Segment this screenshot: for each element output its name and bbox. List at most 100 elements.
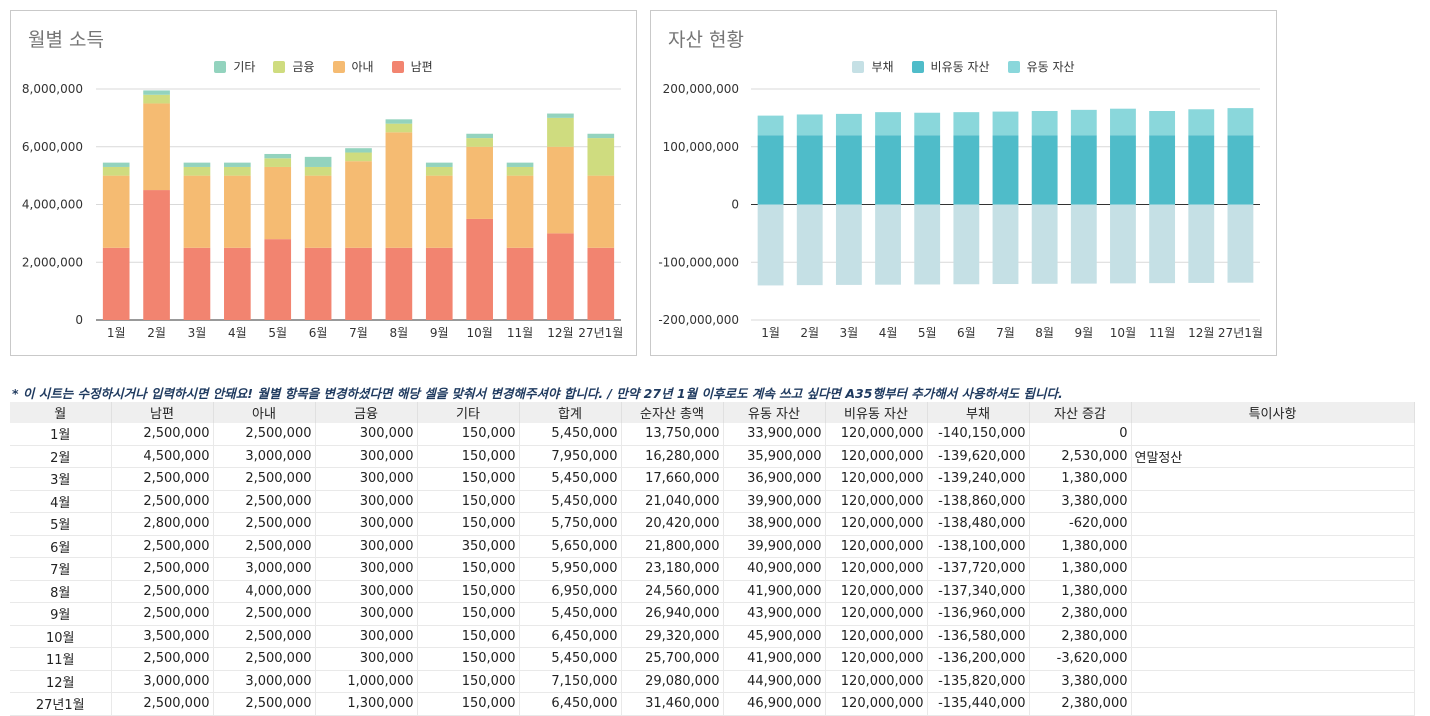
table-cell[interactable]: 3,000,000 [213,445,316,468]
bar-segment-1-5[interactable] [304,175,332,248]
table-cell[interactable]: -140,150,000 [927,423,1030,446]
bar-segment-3-5[interactable] [304,156,332,167]
table-cell[interactable]: 150,000 [417,467,520,491]
bar-segment-1-11[interactable] [1188,135,1215,205]
bar-segment-2-7[interactable] [1031,111,1058,136]
table-cell[interactable]: 3,000,000 [213,557,316,581]
bar-segment-1-5[interactable] [953,135,980,205]
bar-segment-0-6[interactable] [992,204,1019,285]
table-cell[interactable]: 4,500,000 [111,445,214,468]
bar-segment-1-11[interactable] [547,146,574,234]
table-cell[interactable]: -620,000 [1029,512,1132,536]
bar-segment-3-6[interactable] [345,148,372,153]
bar-segment-2-12[interactable] [587,138,615,176]
table-cell[interactable]: 5,650,000 [519,535,622,558]
table-cell[interactable]: 39,900,000 [723,535,826,558]
table-cell[interactable]: 120,000,000 [825,512,928,536]
bar-segment-0-5[interactable] [304,247,332,320]
table-cell[interactable]: 7,150,000 [519,670,622,693]
column-header[interactable]: 순자산 총액 [621,402,724,423]
table-cell[interactable]: 2,500,000 [111,557,214,581]
table-cell[interactable] [1131,512,1415,536]
table-cell[interactable]: 150,000 [417,647,520,671]
table-cell[interactable]: 5,450,000 [519,423,622,446]
table-cell[interactable] [1131,692,1415,716]
legend-item-2[interactable]: 유동 자산 [1007,58,1075,75]
bar-segment-0-12[interactable] [587,247,615,320]
table-cell[interactable]: -138,860,000 [927,490,1030,513]
bar-segment-1-4[interactable] [914,135,941,205]
bar-segment-2-8[interactable] [425,166,453,176]
bar-segment-2-2[interactable] [835,113,862,136]
bar-segment-1-7[interactable] [385,132,413,248]
bar-segment-0-9[interactable] [1110,204,1136,284]
table-cell[interactable]: 2,500,000 [213,490,316,513]
table-cell[interactable]: 2,500,000 [111,692,214,716]
column-header[interactable]: 금융 [315,402,418,423]
table-cell[interactable]: 7월 [10,557,112,581]
bar-segment-1-3[interactable] [224,175,251,248]
table-cell[interactable]: 120,000,000 [825,535,928,558]
bar-segment-0-2[interactable] [835,204,862,285]
table-cell[interactable]: 20,420,000 [621,512,724,536]
table-cell[interactable]: 150,000 [417,512,520,536]
legend-item-1[interactable]: 비유동 자산 [911,58,990,75]
bar-segment-0-7[interactable] [1031,204,1058,284]
bar-segment-0-8[interactable] [1070,204,1097,284]
bar-segment-3-12[interactable] [587,133,615,139]
legend-item-2[interactable]: 금융 [273,58,315,75]
table-cell[interactable] [1131,602,1415,626]
bar-segment-2-10[interactable] [506,166,534,176]
table-cell[interactable]: 26,940,000 [621,602,724,626]
table-cell[interactable]: 9월 [10,602,112,626]
bar-segment-1-0[interactable] [102,175,130,248]
bar-segment-0-0[interactable] [102,247,130,320]
legend-item-1[interactable]: 아내 [332,58,374,75]
table-cell[interactable]: 150,000 [417,423,520,446]
table-cell[interactable]: 33,900,000 [723,423,826,446]
table-cell[interactable]: 2,500,000 [213,602,316,626]
table-cell[interactable]: -138,100,000 [927,535,1030,558]
bar-segment-2-2[interactable] [183,166,211,176]
bar-segment-0-3[interactable] [224,247,251,320]
table-cell[interactable]: 7,950,000 [519,445,622,468]
bar-segment-2-9[interactable] [466,138,493,147]
table-cell[interactable]: -138,480,000 [927,512,1030,536]
bar-segment-0-11[interactable] [547,233,574,320]
bar-segment-2-5[interactable] [304,166,332,176]
table-cell[interactable]: 2,380,000 [1029,602,1132,626]
table-cell[interactable]: 연말정산 [1131,445,1415,468]
bar-segment-2-12[interactable] [1227,108,1254,136]
table-cell[interactable]: 300,000 [315,512,418,536]
table-cell[interactable]: 29,320,000 [621,625,724,648]
table-cell[interactable]: 2,500,000 [111,580,214,603]
bar-segment-0-12[interactable] [1227,204,1254,283]
table-cell[interactable]: 6,950,000 [519,580,622,603]
bar-segment-2-3[interactable] [875,112,901,136]
legend-item-0[interactable]: 부채 [852,58,894,75]
bar-segment-3-8[interactable] [425,162,453,167]
column-header[interactable]: 비유동 자산 [825,402,928,423]
table-cell[interactable]: 150,000 [417,445,520,468]
data-sheet[interactable]: 월 남편 아내 금융 기타 합계 순자산 총액 유동 자산 비유동 자산 부채 자산 증감 특이사항 … [10,402,1415,716]
column-header[interactable]: 부채 [927,402,1030,423]
bar-segment-2-11[interactable] [547,117,574,147]
table-cell[interactable]: 10월 [10,625,112,648]
bar-segment-0-4[interactable] [914,204,941,285]
bar-segment-3-3[interactable] [224,162,251,167]
bar-segment-2-1[interactable] [796,114,823,136]
table-cell[interactable]: 2,530,000 [1029,445,1132,468]
bar-segment-1-1[interactable] [143,103,170,191]
table-cell[interactable]: 2,380,000 [1029,625,1132,648]
table-cell[interactable]: 150,000 [417,670,520,693]
table-cell[interactable] [1131,670,1415,693]
table-cell[interactable]: 3,380,000 [1029,670,1132,693]
table-cell[interactable]: 2,500,000 [111,535,214,558]
table-cell[interactable]: 2,500,000 [111,647,214,671]
bar-segment-1-12[interactable] [587,175,615,248]
table-cell[interactable]: 44,900,000 [723,670,826,693]
bar-segment-0-0[interactable] [757,204,784,286]
table-cell[interactable]: 3,500,000 [111,625,214,648]
table-cell[interactable]: 120,000,000 [825,580,928,603]
table-cell[interactable]: 2,500,000 [213,647,316,671]
